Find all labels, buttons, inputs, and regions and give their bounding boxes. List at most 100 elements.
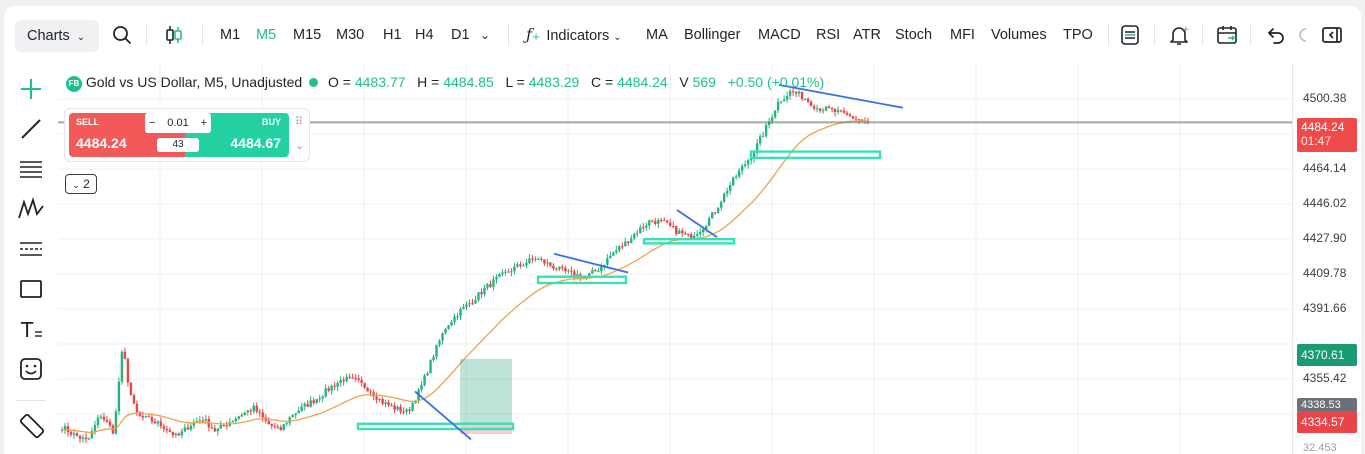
candle-body [809,101,813,107]
candle-body [854,118,858,120]
fibonacci-tool-icon[interactable] [16,154,46,184]
timeframe-h1[interactable]: H1 [383,27,402,43]
candle-body [821,110,825,112]
candle-body [90,431,94,439]
trend-line-tool-icon[interactable] [16,114,46,144]
candle-body [234,418,237,422]
timeframe-m5[interactable]: M5 [256,27,277,43]
lot-size-value[interactable]: 0.01 [167,117,189,129]
indicator-rsi[interactable]: RSI [816,27,841,43]
candle-body [255,405,258,412]
candle-body [204,419,208,421]
indicator-tpo[interactable]: TPO [1063,27,1093,43]
symbol-title[interactable]: Gold vs US Dollar, M5, Unadjusted [85,74,303,90]
price-tick: 32.453 [1303,442,1337,454]
collapse-panel-icon[interactable] [1320,23,1344,47]
timeframe-h4[interactable]: H4 [415,27,434,43]
ruler-tool-icon[interactable] [16,411,46,441]
candle-body [719,201,723,208]
candle-body [321,396,324,399]
calendar-replay-icon[interactable] [1215,23,1239,47]
candle-body [504,271,507,273]
candle-body [108,421,112,426]
candle-body [267,420,270,424]
candle-body [432,356,435,360]
candle-body [273,425,276,427]
candle-body [120,351,124,382]
candle-body [815,108,819,110]
trade-panel: SELL 4484.24 BUY 4484.67 − 0.01 + 43 ⠿ ⌄ [64,108,310,162]
timeframe-m30[interactable]: M30 [336,27,365,43]
candle-body [306,403,309,407]
indicator-ma[interactable]: MA [646,27,668,43]
rectangle-tool-icon[interactable] [16,274,46,304]
candle-body [663,220,666,222]
candle-body [192,422,196,426]
red-level-tag: 4334.57 [1297,411,1357,433]
candle-body [393,405,396,410]
price-chart[interactable] [58,64,1292,454]
candle-body [156,421,160,424]
indicator-bollinger[interactable]: Bollinger [684,27,741,43]
candle-body [132,395,136,404]
price-axis[interactable]: 4500.38 4464.14 4446.02 4427.90 4409.78 … [1292,64,1361,454]
candlestick-type-icon[interactable] [162,23,186,47]
candle-body [639,227,642,234]
candle-body [252,405,255,412]
indicator-macd[interactable]: MACD [758,27,801,43]
search-icon[interactable] [110,23,134,47]
indicators-button[interactable]: ƒ+ Indicators ⌄ [526,20,622,50]
low-label: L = [505,74,525,90]
candle-body [342,380,345,382]
candle-body [150,417,154,422]
drag-handle-icon[interactable]: ⠿ [295,116,304,128]
undo-icon[interactable] [1264,23,1288,47]
lot-decrease-button[interactable]: − [149,117,156,129]
timeframe-m15[interactable]: M15 [293,27,322,43]
candle-body [534,258,537,260]
candle-body [549,262,552,266]
gann-tool-icon[interactable] [16,234,46,264]
indicator-volumes[interactable]: Volumes [991,27,1047,43]
candle-body [411,403,414,411]
lot-size-stepper[interactable]: − 0.01 + [145,113,211,133]
crosshair-tool-icon[interactable] [16,74,46,104]
open-label: O = [328,74,351,90]
candle-body [465,304,468,307]
timeframe-m1[interactable]: M1 [220,27,241,43]
alert-bell-icon[interactable]: + [1167,23,1191,47]
candle-body [666,220,669,223]
lot-increase-button[interactable]: + [200,117,207,129]
candle-body [860,119,864,121]
candle-body [770,117,774,122]
candle-body [474,300,477,304]
candle-body [174,433,178,436]
buy-button[interactable]: BUY 4484.67 [185,113,289,157]
collapsed-indicators-toggle[interactable]: ⌄ 2 [65,174,97,194]
sell-button[interactable]: SELL 4484.24 [69,113,185,157]
candle-body [710,212,714,219]
indicator-atr[interactable]: ATR [853,27,881,43]
candle-body [788,91,792,96]
candle-body [785,95,789,100]
svg-text:+: + [1182,25,1190,35]
divider [1108,24,1109,46]
redo-icon[interactable] [1294,23,1318,47]
chevron-down-icon[interactable]: ⌄ [295,140,305,152]
emoji-tool-icon[interactable] [16,354,46,384]
candle-body [725,190,729,194]
candle-body [435,345,438,357]
candle-body [216,428,220,432]
text-tool-icon[interactable]: T [16,314,46,344]
indicator-stoch[interactable]: Stoch [895,27,933,43]
timeframe-d1[interactable]: D1 [451,27,470,43]
pattern-tool-icon[interactable] [16,194,46,224]
charts-menu-button[interactable]: Charts ⌄ [15,20,99,52]
candle-body [354,377,357,379]
indicator-mfi[interactable]: MFI [950,27,975,43]
candle-body [633,233,636,239]
candle-body [135,403,139,413]
templates-icon[interactable] [1118,23,1142,47]
timeframe-more-chevron-icon[interactable]: ⌄ [480,28,491,42]
candle-body [123,351,127,359]
